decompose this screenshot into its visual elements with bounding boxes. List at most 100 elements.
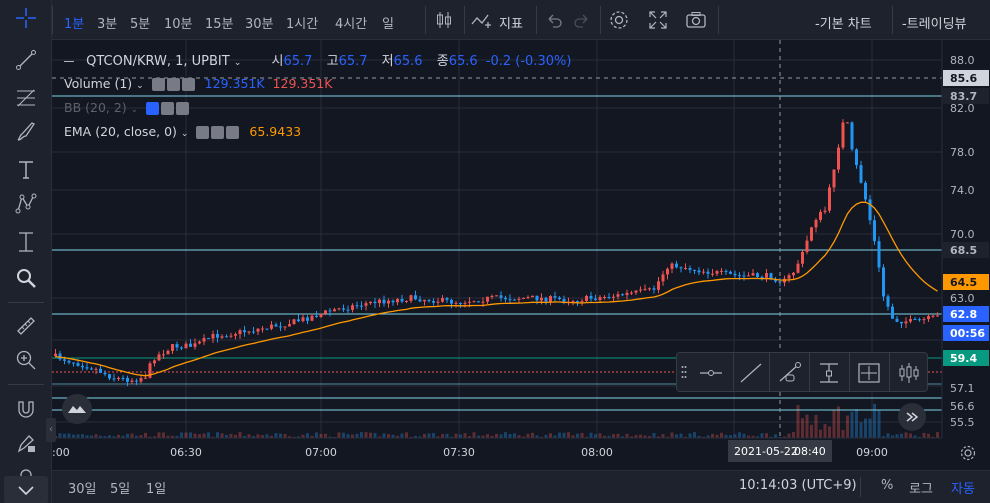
indicators-button[interactable]: 지표 (499, 17, 523, 32)
measure-icon[interactable] (12, 228, 40, 256)
trend-line-icon[interactable] (12, 46, 40, 74)
volume-bar (702, 436, 705, 438)
scroll-left-chevron-icon[interactable]: ‹ (46, 418, 56, 442)
tradingview-logo-icon[interactable] (62, 394, 92, 424)
indicators-icon[interactable] (470, 8, 494, 32)
candle-style-icon[interactable] (432, 8, 456, 32)
volume-label[interactable]: Volume (1) (64, 76, 133, 91)
volume-bar (598, 433, 602, 438)
timeframe-15m[interactable]: 15분 (205, 17, 234, 32)
fib-retracement-icon[interactable] (12, 84, 40, 112)
timeframe-1h[interactable]: 1시간 (286, 17, 319, 32)
volume-bar (117, 434, 120, 438)
candle-body (261, 328, 264, 330)
pattern-icon[interactable] (12, 190, 40, 218)
collapse-toolbar-chevron-down-icon[interactable] (4, 476, 48, 503)
chart-settings-gear-icon[interactable] (957, 442, 979, 464)
bb-label[interactable]: BB (20, 2) (64, 100, 127, 115)
settings-gear-icon[interactable] (607, 8, 631, 32)
volume-bar (135, 435, 138, 438)
candle-body (364, 303, 368, 306)
ema-chevron-icon[interactable]: ⌄ (180, 129, 189, 139)
candle-body (400, 298, 404, 302)
ema-label[interactable]: EMA (20, close, 0) (64, 124, 177, 139)
text-tool-icon[interactable] (12, 156, 40, 184)
price-range-icon[interactable] (813, 357, 845, 389)
timeframe-3m[interactable]: 3분 (97, 17, 118, 32)
ruler-icon[interactable] (12, 312, 40, 340)
pencil-lock-icon[interactable] (12, 430, 40, 458)
timeframe-10m[interactable]: 10분 (164, 17, 193, 32)
time-tick-label: 09:00 (856, 446, 888, 459)
date-price-range-icon[interactable] (853, 357, 885, 389)
volume-bar (414, 435, 417, 438)
volume-bar (882, 436, 885, 438)
candle-body (157, 354, 161, 361)
zoom-in-icon[interactable] (12, 346, 40, 374)
horizontal-ray-icon[interactable] (695, 357, 727, 389)
brush-icon[interactable] (12, 118, 40, 146)
line-tool-icon[interactable] (735, 357, 767, 389)
extended-line-icon[interactable] (773, 357, 805, 389)
volume-bar (666, 436, 669, 438)
scroll-to-realtime-icon[interactable] (898, 403, 926, 431)
timeframe-1d[interactable]: 일 (382, 17, 394, 32)
volume-bar (90, 435, 93, 438)
legend-symbol[interactable]: QTCON/KRW, 1, UPBIT (86, 54, 230, 69)
bb-visibility-icon[interactable] (146, 102, 160, 115)
ema-remove-icon[interactable] (226, 126, 240, 139)
ema-visibility-icon[interactable] (196, 126, 210, 139)
volume-chevron-icon[interactable]: ⌄ (136, 81, 144, 91)
candle-body (598, 297, 602, 300)
volume-bar (661, 434, 665, 438)
basic-chart-button[interactable]: -기본 차트 (815, 17, 872, 32)
legend-symbol-chevron-icon[interactable]: ⌄ (233, 58, 242, 68)
price-chart[interactable]: 88.0 82.0 78.0 74.0 70.0 63.0 57.1 56.6 55.5 85.6… (52, 40, 990, 470)
lock-icon[interactable] (12, 462, 40, 490)
candle-body (495, 295, 498, 297)
candle-body (792, 272, 795, 276)
volume-bar (922, 432, 926, 438)
fullscreen-icon[interactable] (646, 8, 670, 32)
candle-pattern-icon[interactable] (893, 357, 925, 389)
clock-timezone[interactable]: 10:14:03 (UTC+9) (739, 478, 857, 493)
volume-settings-icon[interactable] (166, 78, 180, 91)
volume-bar (85, 435, 89, 438)
redo-icon[interactable] (570, 8, 594, 32)
candle-body (243, 330, 246, 333)
bb-remove-icon[interactable] (176, 102, 190, 115)
timeframe-4h[interactable]: 4시간 (335, 17, 368, 32)
range-30d-button[interactable]: 30일 (68, 482, 97, 497)
candle-body (823, 210, 827, 212)
percent-toggle[interactable]: % (881, 478, 894, 493)
bb-settings-icon[interactable] (161, 102, 175, 115)
camera-screenshot-icon[interactable] (684, 8, 708, 32)
bb-chevron-icon[interactable]: ⌄ (130, 105, 139, 115)
zoom-magnifier-icon[interactable] (12, 264, 40, 292)
candle-body (234, 334, 237, 336)
volume-bar (364, 432, 368, 438)
auto-scale-toggle[interactable]: 자동 (951, 482, 975, 497)
log-toggle[interactable]: 로그 (909, 482, 933, 497)
range-1d-button[interactable]: 1일 (146, 482, 167, 497)
volume-bar (558, 432, 561, 438)
volume-bar (693, 432, 696, 438)
tradingview-button[interactable]: -트레이딩뷰 (902, 17, 967, 32)
ema-settings-icon[interactable] (211, 126, 225, 139)
candle-body (850, 122, 854, 150)
timeframe-5m[interactable]: 5분 (130, 17, 151, 32)
volume-bar (486, 434, 489, 438)
volume-bar (616, 433, 620, 438)
timeframe-30m[interactable]: 30분 (245, 17, 274, 32)
volume-bar (706, 435, 710, 438)
volume-visibility-icon[interactable] (151, 78, 165, 91)
candle-body (328, 310, 332, 312)
legend-eye-icon[interactable] (64, 61, 74, 62)
crosshair-cursor-icon[interactable] (12, 4, 40, 32)
magnet-icon[interactable] (12, 396, 40, 424)
range-5d-button[interactable]: 5일 (110, 482, 131, 497)
volume-remove-icon[interactable] (181, 78, 195, 91)
undo-icon[interactable] (542, 8, 566, 32)
timeframe-1m[interactable]: 1분 (64, 17, 85, 32)
drag-handle-icon[interactable] (681, 364, 687, 380)
